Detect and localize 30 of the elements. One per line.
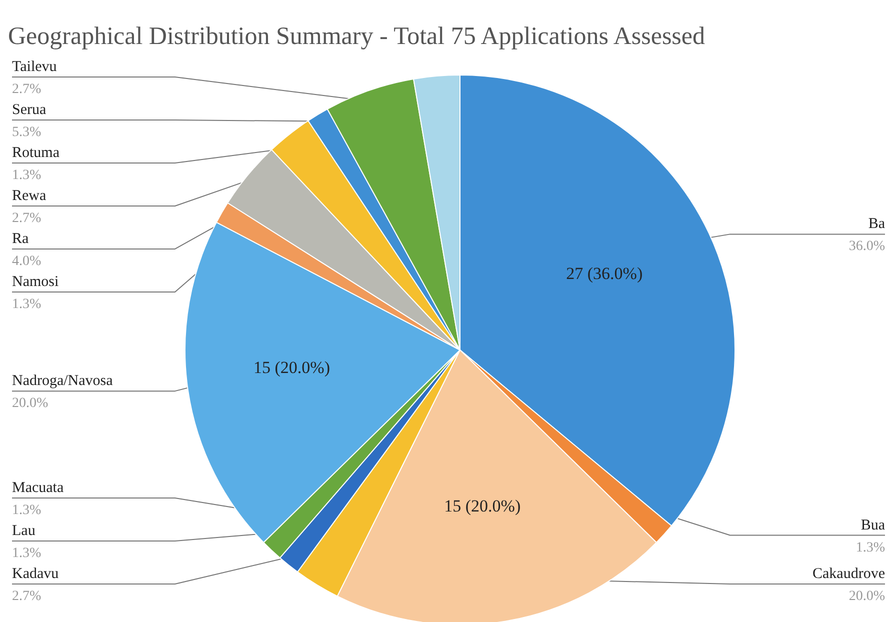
- data-label: 2.7%: [12, 82, 42, 97]
- text: 15 (20.0%): [254, 358, 330, 377]
- data-label: 1.3%: [856, 540, 886, 556]
- data-label: 1.3%: [12, 546, 42, 561]
- data-label: 2.7%: [12, 589, 42, 604]
- slice-label: Nadroga/Navosa: [12, 373, 114, 390]
- slice-label: Bua: [860, 517, 886, 534]
- data-label: 1.3%: [12, 168, 42, 183]
- slice-label: Tailevu: [12, 58, 58, 75]
- slice-label: Kadavu: [12, 566, 60, 582]
- slice-label: Cakaudrove: [812, 566, 886, 582]
- data-label: 1.3%: [12, 296, 42, 312]
- chart-title: Geographical Distribution Summary - Total 75 Applications Assessed: [8, 23, 706, 50]
- slice-label: Macuata: [12, 480, 64, 496]
- slice-label: Rotuma: [12, 144, 60, 161]
- slice-label: Namosi: [12, 274, 59, 290]
- data-label: 4.0%: [12, 254, 42, 269]
- slice-label: Ra: [12, 230, 30, 247]
- slice-label: Serua: [12, 102, 46, 118]
- slice-label: Ba: [868, 216, 886, 232]
- text: 27 (36.0%): [566, 264, 643, 283]
- data-label: 1.3%: [12, 503, 42, 518]
- slice-label: Rewa: [12, 188, 46, 204]
- text: 15 (20.0%): [444, 496, 521, 516]
- data-label: 20.0%: [12, 396, 48, 412]
- slice-label: Lau: [12, 523, 36, 539]
- data-label: 5.3%: [12, 124, 42, 140]
- data-label: 20.0%: [848, 589, 886, 604]
- data-label: 36.0%: [848, 239, 886, 254]
- data-label: 2.7%: [12, 210, 42, 226]
